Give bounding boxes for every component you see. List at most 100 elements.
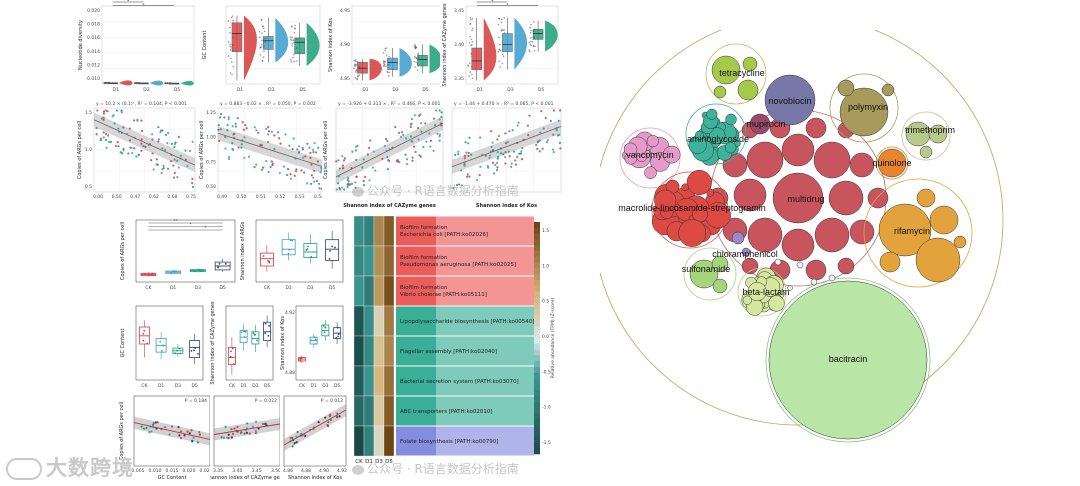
y-axis-label: Copies of ARGs per cell	[77, 121, 83, 179]
data-point	[501, 62, 504, 65]
data-point	[156, 421, 159, 424]
data-point	[355, 158, 358, 161]
significance-label: *	[189, 222, 192, 228]
data-point	[232, 362, 235, 365]
box	[357, 62, 368, 74]
data-point	[410, 117, 414, 121]
x-tick-label: 0.53	[295, 194, 305, 200]
data-point	[236, 117, 239, 120]
x-tick-label: D3	[392, 87, 398, 93]
data-point	[286, 173, 289, 177]
data-point	[293, 60, 295, 63]
x-tick-label: CK	[141, 383, 148, 389]
colorbar-segment	[534, 280, 540, 287]
data-point	[173, 145, 176, 149]
data-point	[264, 332, 267, 335]
data-point	[254, 432, 258, 435]
data-point	[197, 352, 199, 355]
heatmap-column-label: D1	[365, 459, 373, 465]
heatmap-cell	[383, 365, 395, 397]
rain-panel-2: GC Content D1 D3 D5	[200, 0, 324, 98]
bubble-label: tetracycline	[719, 68, 765, 78]
bacitracin-bubble	[768, 280, 928, 440]
data-point	[534, 45, 536, 48]
data-point	[471, 43, 473, 46]
data-point	[234, 125, 238, 128]
data-point	[499, 49, 502, 52]
p-value-label: P = 0.184	[185, 398, 207, 404]
data-point	[336, 182, 340, 185]
data-point	[308, 146, 311, 149]
data-point	[533, 49, 536, 52]
data-point	[335, 337, 338, 339]
data-point	[552, 151, 555, 154]
data-point	[519, 152, 523, 155]
data-point	[186, 165, 189, 168]
data-point	[499, 43, 501, 46]
data-point	[227, 116, 230, 119]
data-point	[273, 134, 276, 137]
data-point	[371, 166, 374, 169]
watermark-center-bottom: 公众号 · R语言数据分析指南	[352, 460, 519, 477]
data-point	[399, 135, 402, 138]
data-point	[95, 133, 98, 136]
data-point	[257, 427, 260, 430]
heatmap-cell	[353, 275, 365, 307]
data-point	[411, 156, 414, 159]
data-point	[146, 342, 149, 345]
data-point	[173, 158, 176, 161]
data-point	[400, 131, 404, 134]
y-tick-label: 4.88	[285, 370, 295, 376]
data-point	[188, 149, 192, 153]
data-point	[231, 15, 234, 17]
data-point	[217, 266, 220, 269]
data-point	[384, 137, 388, 141]
multidrug-bubble	[781, 228, 815, 262]
bubble-label: quinolone	[872, 158, 911, 168]
x-tick-label: 3.50	[271, 468, 281, 474]
colorbar-segment	[534, 430, 540, 437]
x-tick-label: D5	[334, 383, 340, 389]
box	[251, 331, 260, 345]
data-point	[140, 138, 143, 141]
colorbar-label: Relative abundance (TPM) (Z-score)	[550, 297, 556, 378]
data-point	[323, 331, 326, 334]
data-point	[372, 150, 375, 153]
data-point	[244, 123, 247, 127]
data-point	[354, 77, 357, 79]
x-tick-label: 4.90	[319, 468, 329, 474]
data-point	[135, 155, 138, 158]
data-point	[557, 119, 560, 122]
data-point	[466, 175, 469, 178]
data-point	[326, 424, 329, 427]
data-point	[253, 166, 256, 169]
data-point	[497, 155, 500, 158]
data-point	[384, 47, 387, 50]
data-point	[301, 148, 305, 151]
x-tick-label: 0.005	[132, 468, 145, 474]
data-point	[291, 45, 294, 47]
data-point	[173, 171, 176, 175]
data-point	[242, 128, 246, 131]
small-bubble	[774, 258, 782, 266]
data-point	[142, 427, 146, 430]
beta-lactam-bubble	[747, 282, 767, 301]
aminoglycoside-bubble	[708, 127, 726, 144]
data-point	[532, 35, 535, 38]
bacitracin-outline	[765, 277, 931, 443]
colorbar-segment	[534, 384, 540, 391]
data-point	[102, 110, 106, 113]
data-point	[268, 261, 271, 264]
data-point	[130, 146, 133, 149]
data-point	[170, 160, 173, 163]
data-point	[354, 186, 357, 189]
data-point	[490, 130, 493, 133]
data-point	[419, 155, 422, 158]
data-point	[176, 349, 178, 352]
x-tick-label: D3	[322, 383, 328, 389]
x-tick-label: 3.45	[252, 468, 262, 474]
colorbar-segment	[534, 314, 540, 321]
data-point	[533, 29, 536, 32]
data-point	[489, 154, 492, 157]
data-point	[313, 169, 316, 173]
